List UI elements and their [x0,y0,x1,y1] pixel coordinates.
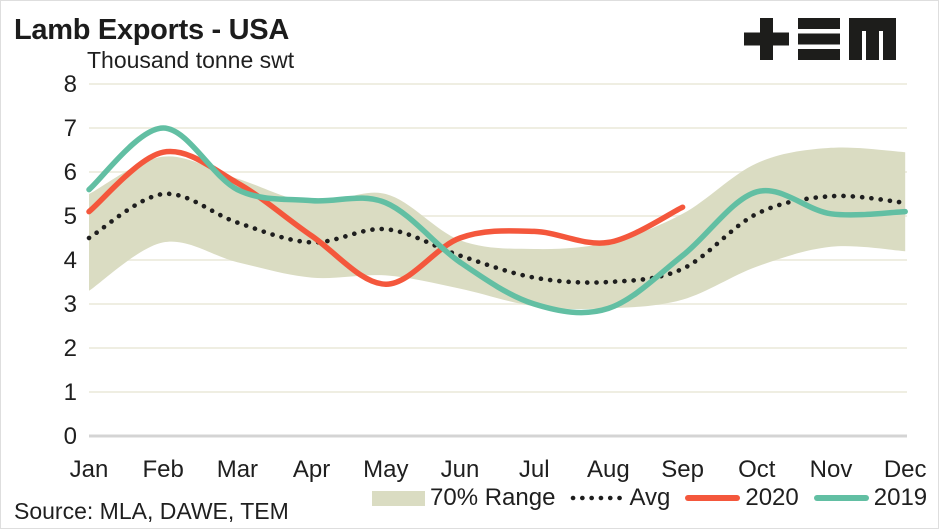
x-tick-label-sep: Sep [661,456,704,483]
y-tick-label-1: 1 [64,379,77,406]
x-tick-label-apr: Apr [293,456,330,483]
legend-item-range: 70% Range [372,484,555,512]
x-tick-label-feb: Feb [143,456,184,483]
x-tick-label-jun: Jun [441,456,480,483]
y-tick-label-0: 0 [64,423,77,450]
legend-item-avg: Avg [570,484,670,512]
line-2019-swatch [813,495,869,501]
x-tick-label-oct: Oct [738,456,776,483]
tem-logo [744,18,896,60]
y-tick-label-2: 2 [64,335,77,362]
y-tick-label-8: 8 [64,71,77,98]
x-tick-label-dec: Dec [884,456,927,483]
chart-title: Lamb Exports - USA [14,14,289,46]
x-tick-label-may: May [363,456,408,483]
range-swatch [372,490,425,506]
series-line-2019 [86,125,908,316]
range-band-area [89,147,906,310]
legend-item-2019: 2019 [813,484,928,512]
line-2020-swatch [685,495,741,501]
x-tick-label-nov: Nov [810,456,853,483]
avg-dotted-swatch [571,495,624,501]
tem-logo-glyphs [744,18,896,60]
y-tick-label-3: 3 [64,291,77,318]
legend-label-2019: 2019 [873,484,928,511]
series-line-avg [86,191,908,285]
y-tick-label-6: 6 [64,159,77,186]
x-tick-label-mar: Mar [217,456,258,483]
y-tick-label-4: 4 [64,247,77,274]
legend-label-2020: 2020 [745,484,799,511]
logo-bars-icon [798,18,840,29]
y-tick-label-7: 7 [64,115,77,142]
legend: 70% Range Avg 2020 2019 [372,483,927,513]
legend-item-2020: 2020 [685,484,799,512]
x-tick-label-jul: Jul [519,456,550,483]
y-axis-unit-label: Thousand tonne swt [87,47,295,73]
series-line-2020 [86,148,686,287]
x-tick-label-jan: Jan [70,456,109,483]
legend-label-range: 70% Range [430,484,556,511]
x-tick-label-aug: Aug [587,456,630,483]
y-tick-label-5: 5 [64,203,77,230]
legend-label-avg: Avg [629,484,671,511]
source-note: Source: MLA, DAWE, TEM [14,498,289,524]
